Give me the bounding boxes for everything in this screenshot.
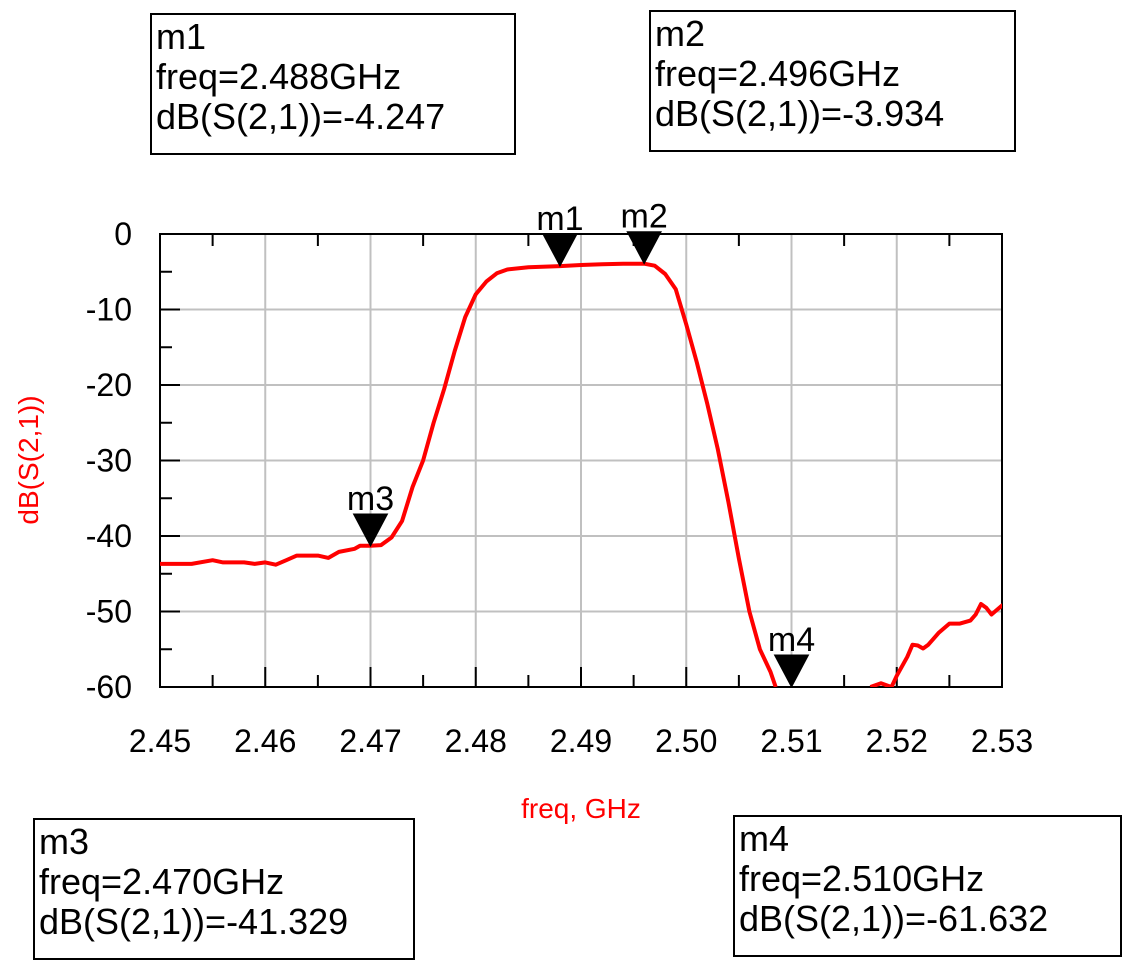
grid bbox=[159, 233, 1003, 688]
axes: 2.45 2.46 2.47 2.48 2.49 2.50 2.51 2.52 2.53 0 -10… bbox=[86, 216, 1033, 759]
y-tick-label: -40 bbox=[86, 518, 132, 554]
y-tick-label: -20 bbox=[86, 367, 132, 403]
marker-m1-label: m1 bbox=[536, 200, 583, 238]
trace-layer bbox=[160, 261, 1002, 687]
x-tick-label: 2.53 bbox=[971, 723, 1033, 759]
marker-m4-icon bbox=[773, 654, 810, 689]
x-tick-label: 2.49 bbox=[550, 723, 612, 759]
s21-trace bbox=[160, 261, 778, 687]
x-tick-label: 2.51 bbox=[760, 723, 822, 759]
marker-m1-icon bbox=[542, 233, 578, 268]
plot-frame bbox=[159, 233, 1003, 688]
y-tick-label: 0 bbox=[114, 216, 132, 252]
y-tick-label: -30 bbox=[86, 443, 132, 479]
marker-readout-name: m3 bbox=[39, 821, 90, 862]
x-tick-label: 2.46 bbox=[234, 723, 296, 759]
y-tick-label: -60 bbox=[86, 669, 132, 705]
x-tick-label: 2.45 bbox=[129, 723, 191, 759]
marker-readout-freq: freq=2.470GHz bbox=[39, 861, 285, 902]
marker-readout-name: m1 bbox=[156, 16, 207, 57]
marker-readout-name: m2 bbox=[655, 13, 706, 54]
marker-readout-freq: freq=2.510GHz bbox=[739, 858, 985, 899]
x-axis-title: freq, GHz bbox=[521, 793, 641, 824]
marker-readout-value: dB(S(2,1))=-4.247 bbox=[156, 96, 446, 137]
marker-readout-value: dB(S(2,1))=-61.632 bbox=[739, 898, 1049, 939]
marker-readout-value: dB(S(2,1))=-41.329 bbox=[39, 901, 349, 942]
marker-m2-label: m2 bbox=[621, 198, 668, 236]
marker-readout-m4: m4 freq=2.510GHz dB(S(2,1))=-61.632 bbox=[733, 815, 1122, 957]
x-tick-label: 2.52 bbox=[866, 723, 928, 759]
marker-readout-freq: freq=2.496GHz bbox=[655, 53, 901, 94]
marker-readout-freq: freq=2.488GHz bbox=[156, 56, 402, 97]
marker-readout-value: dB(S(2,1))=-3.934 bbox=[655, 93, 945, 134]
marker-m3-label: m3 bbox=[347, 480, 394, 518]
marker-m2-icon bbox=[626, 231, 662, 265]
marker-readout-m2: m2 freq=2.496GHz dB(S(2,1))=-3.934 bbox=[649, 10, 1016, 152]
marker-m4-label: m4 bbox=[768, 621, 815, 659]
s21-trace bbox=[869, 602, 1002, 687]
y-tick-label: -10 bbox=[86, 292, 132, 328]
marker-m3-icon bbox=[352, 513, 389, 548]
x-tick-label: 2.47 bbox=[339, 723, 401, 759]
x-tick-label: 2.48 bbox=[445, 723, 507, 759]
y-tick-label: -50 bbox=[86, 594, 132, 630]
marker-readout-name: m4 bbox=[739, 818, 790, 859]
marker-readout-m1: m1 freq=2.488GHz dB(S(2,1))=-4.247 bbox=[150, 13, 516, 155]
x-tick-label: 2.50 bbox=[655, 723, 717, 759]
y-axis-title: dB(S(2,1)) bbox=[13, 395, 44, 524]
marker-layer: m1 m2 m3 m4 bbox=[347, 198, 815, 689]
